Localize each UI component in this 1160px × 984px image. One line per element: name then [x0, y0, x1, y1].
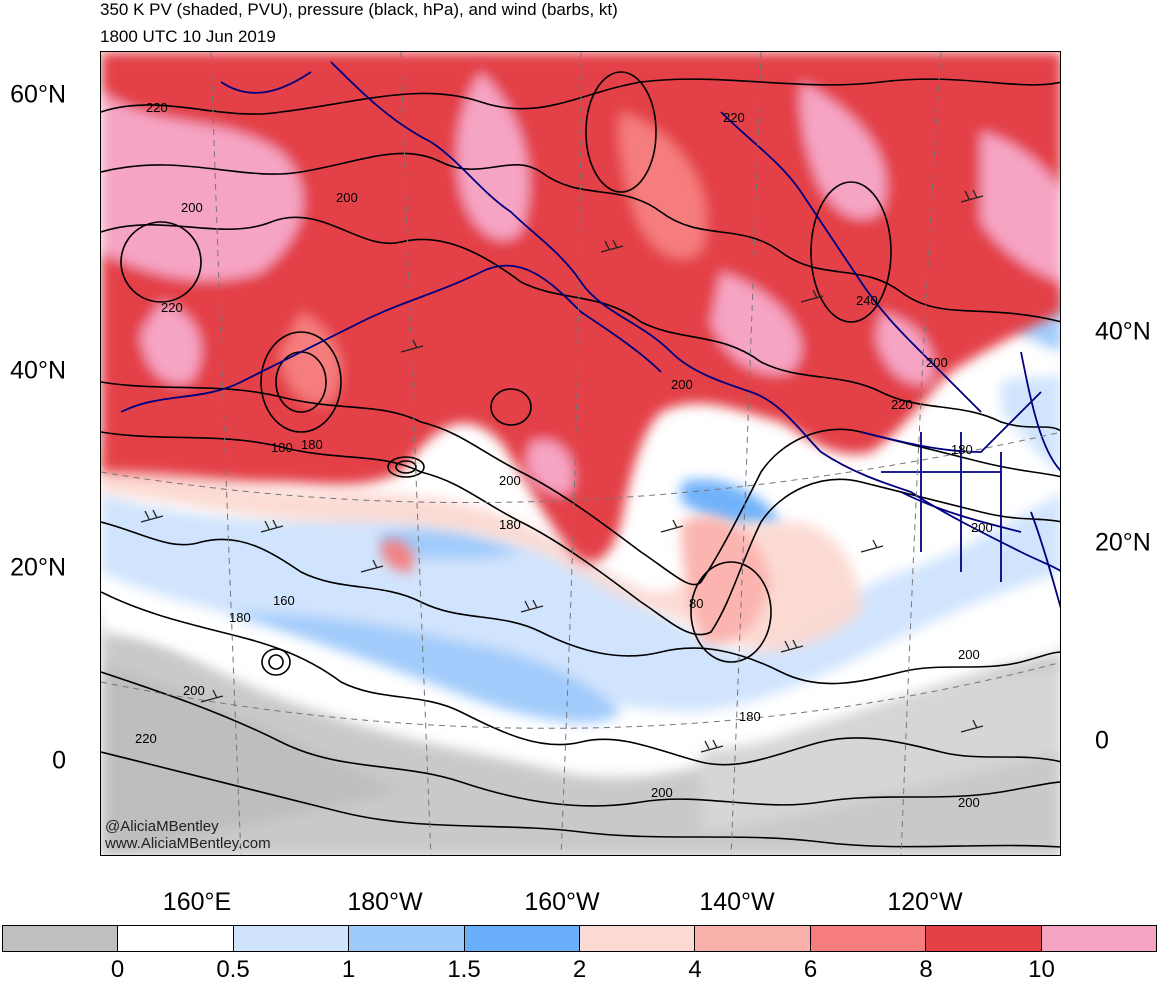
contour-label: 200	[336, 190, 358, 205]
contour-label: 220	[146, 100, 168, 115]
colorbar-tick-label: 0	[110, 956, 125, 983]
contour-label: 220	[723, 110, 745, 125]
colorbar-segment	[349, 926, 465, 951]
contour-label: 200	[926, 355, 948, 370]
contour-label: 220	[161, 300, 183, 315]
map-valid-time: 1800 UTC 10 Jun 2019	[100, 27, 276, 46]
colorbar-segment	[580, 926, 696, 951]
coastlines	[120, 61, 1060, 609]
wind-barbs	[140, 189, 984, 753]
lon-label-180w: 180°W	[347, 888, 423, 916]
lat-label-20n-right: 20°N	[1095, 528, 1151, 557]
contour-label: 200	[958, 647, 980, 662]
map-title: 350 K PV (shaded, PVU), pressure (black,…	[100, 0, 618, 19]
colorbar-tick-label: 2	[572, 956, 587, 983]
contour-label: 160	[273, 593, 295, 608]
contour-label: 180	[271, 440, 293, 455]
lon-label-140w: 140°W	[699, 888, 775, 916]
contour-label: 240	[856, 293, 878, 308]
contour-label: 180	[229, 610, 251, 625]
lat-label-0-right: 0	[1095, 726, 1109, 755]
colorbar-tick-label: 4	[688, 956, 702, 983]
pressure-contours	[101, 71, 1060, 848]
contour-label: 180	[951, 442, 973, 457]
colorbar-segment	[3, 926, 119, 951]
contour-label: 220	[135, 731, 157, 746]
credit-twitter: @AliciaMBentley	[105, 818, 219, 835]
colorbar-segment	[464, 926, 581, 951]
contour-label: 180	[739, 709, 761, 724]
colorbar-segment	[233, 926, 350, 951]
lon-label-160e: 160°E	[162, 888, 232, 916]
colorbar-tick-label: 0.5	[216, 956, 250, 983]
contour-label: 200	[958, 795, 980, 810]
colorbar-tick-label: 6	[803, 956, 818, 983]
colorbar	[2, 925, 1157, 952]
contour-labels: 220 200 200 220 240 200 220 180 200 180 …	[135, 100, 993, 810]
contour-label: 200	[181, 200, 203, 215]
colorbar-segment	[1041, 926, 1157, 951]
colorbar-tick-label: 8	[919, 956, 933, 983]
contour-label: 80	[689, 596, 703, 611]
colorbar-tick-label: 10	[1028, 956, 1055, 983]
contour-label: 200	[971, 520, 993, 535]
contour-label: 200	[671, 377, 693, 392]
colorbar-tick-label: 1	[341, 956, 356, 983]
lon-label-160w: 160°W	[524, 888, 600, 916]
credit-website: www.AliciaMBentley.com	[105, 835, 271, 852]
colorbar-segment	[810, 926, 927, 951]
colorbar-segment	[118, 926, 234, 951]
contour-label: 220	[891, 397, 913, 412]
pv-map-svg: 220 200 200 220 240 200 220 180 200 180 …	[101, 52, 1060, 855]
contour-label: 200	[499, 473, 521, 488]
colorbar-tick-label: 1.5	[447, 956, 481, 983]
lat-label-40n-right: 40°N	[1095, 317, 1151, 346]
colorbar-segment	[695, 926, 811, 951]
lat-label-20n: 20°N	[10, 553, 66, 582]
contour-label: 200	[183, 683, 205, 698]
lon-label-120w: 120°W	[887, 888, 963, 916]
lat-label-40n: 40°N	[10, 356, 66, 385]
graticule	[101, 52, 1060, 855]
lat-label-0: 0	[52, 746, 66, 775]
contour-label: 180	[499, 517, 521, 532]
high-pv-red-region	[101, 52, 1060, 562]
lat-label-60n: 60°N	[10, 80, 66, 109]
map-panel: 220 200 200 220 240 200 220 180 200 180 …	[100, 51, 1061, 856]
contour-label: 200	[651, 785, 673, 800]
colorbar-segment	[926, 926, 1042, 951]
contour-label: 180	[301, 437, 323, 452]
